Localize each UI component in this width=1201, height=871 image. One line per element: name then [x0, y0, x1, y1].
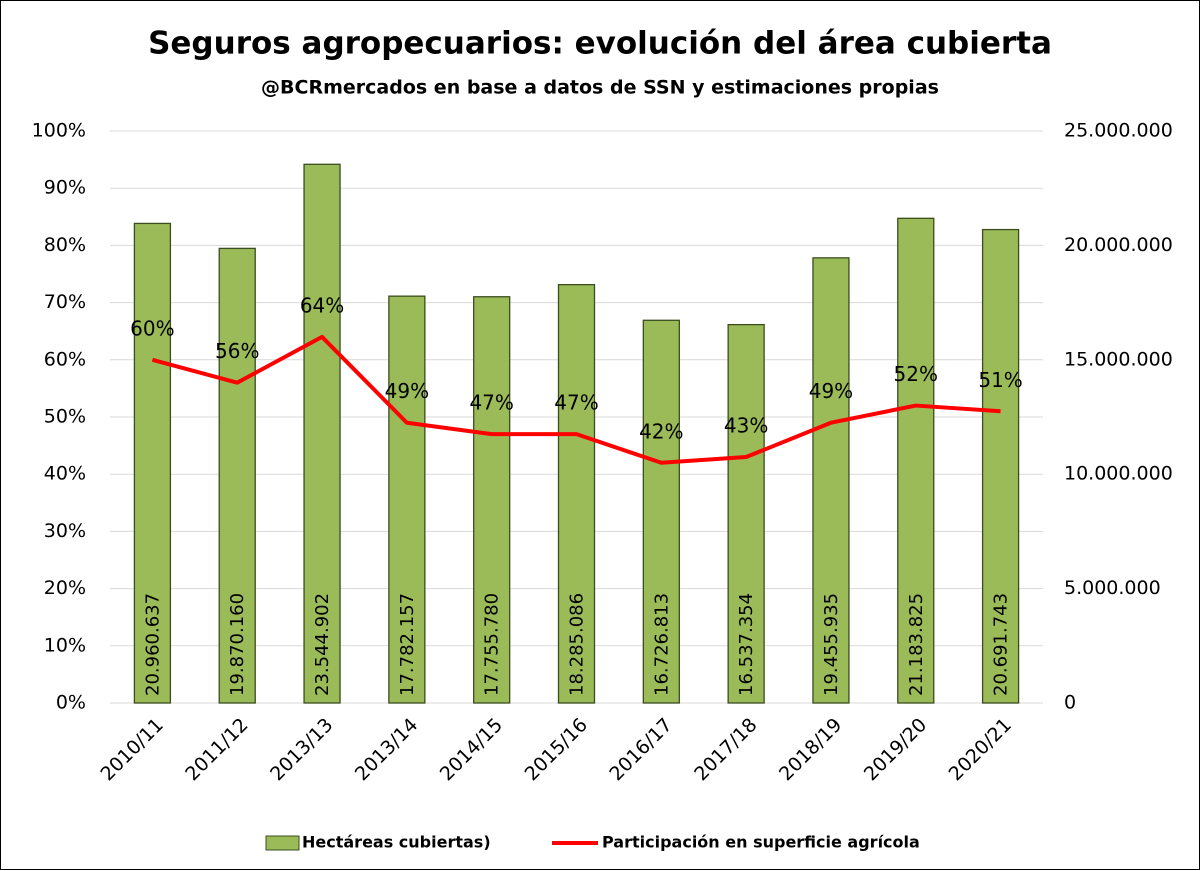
bar: [303, 163, 341, 704]
y-tick-label: 50%: [44, 406, 86, 428]
line-label: 60%: [130, 316, 174, 340]
bar: [388, 295, 426, 704]
bar: [218, 247, 256, 704]
line-label: 56%: [215, 339, 259, 363]
line-label: 43%: [724, 414, 768, 438]
line-label: 64%: [300, 293, 344, 317]
y-tick-label: 60%: [44, 348, 86, 370]
bar: [981, 228, 1020, 704]
y2-tick-label: 15.000.000: [1064, 348, 1173, 370]
line-label: 49%: [809, 379, 853, 403]
line-label: 49%: [385, 379, 429, 403]
line-label: 51%: [978, 368, 1022, 392]
line-label: 42%: [639, 419, 683, 443]
bar-label: 21.183.825: [906, 593, 927, 696]
y-tick-label: 20%: [44, 577, 86, 599]
line-label: 47%: [554, 391, 598, 415]
y-tick-label: 80%: [44, 234, 86, 256]
y2-tick-label: 20.000.000: [1064, 234, 1173, 256]
y2-tick-label: 0: [1064, 692, 1076, 714]
y-tick-label: 40%: [44, 463, 86, 485]
y-tick-label: 90%: [44, 177, 86, 199]
y-tick-label: 10%: [44, 634, 86, 656]
bar: [812, 257, 850, 704]
bar-label: 16.537.354: [736, 593, 757, 696]
bar-label: 20.960.637: [142, 593, 163, 696]
y2-tick-label: 25.000.000: [1064, 120, 1173, 142]
bar-label: 19.870.160: [227, 593, 248, 696]
line-label: 52%: [894, 362, 938, 386]
line-label: 47%: [469, 391, 513, 415]
legend-swatch: [265, 835, 300, 851]
bar-label: 18.285.086: [567, 593, 588, 696]
y-tick-label: 0%: [56, 692, 86, 714]
y-tick-label: 70%: [44, 291, 86, 313]
bar-label: 23.544.902: [312, 593, 333, 696]
bar-label: 19.455.935: [821, 593, 842, 696]
line: [151, 334, 1001, 465]
bar-label: 17.782.157: [397, 593, 418, 696]
chart-title: Seguros agropecuarios: evolución del áre…: [148, 26, 1052, 62]
chart-subtitle: @BCRmercados en base a datos de SSN y es…: [261, 77, 939, 99]
bar: [897, 217, 935, 704]
bar: [727, 323, 765, 704]
legend-label: Participación en superficie agrícola: [602, 833, 920, 852]
bar-label: 20.691.743: [991, 593, 1012, 696]
bar: [557, 283, 596, 704]
bar: [642, 319, 680, 704]
bar-label: 16.726.813: [651, 593, 672, 696]
bar: [473, 296, 511, 704]
y2-tick-label: 10.000.000: [1064, 463, 1173, 485]
y2-tick-label: 5.000.000: [1064, 577, 1161, 599]
legend-label: Hectáreas cubiertas): [302, 833, 491, 852]
bar-label: 17.755.780: [482, 593, 503, 696]
y-tick-label: 100%: [32, 120, 86, 142]
y-tick-label: 30%: [44, 520, 86, 542]
bar: [133, 222, 172, 704]
